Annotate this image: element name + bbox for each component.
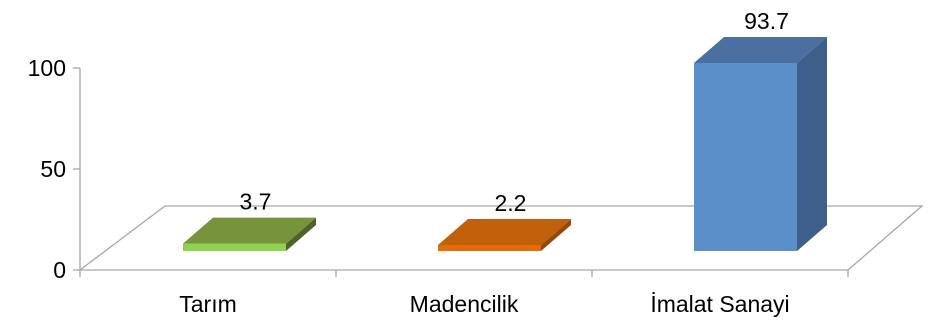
- bar-front-face: [694, 63, 797, 251]
- bar-side-face: [541, 219, 571, 251]
- chart-floor: [78, 205, 924, 277]
- bar-top-face: [694, 37, 827, 63]
- y-tick-label: 100: [28, 55, 66, 81]
- bar-front-face: [438, 245, 541, 251]
- x-axis-labels: Tarım Madencilik İmalat Sanayi: [179, 291, 789, 317]
- bar-side-face: [797, 37, 827, 251]
- x-tick-label-madencilik: Madencilik: [410, 291, 519, 317]
- data-labels: 3.7 2.2 93.7: [240, 8, 789, 216]
- data-label-madencilik: 2.2: [495, 190, 527, 216]
- bar-top-face: [183, 217, 316, 244]
- bar-madencilik: [438, 219, 571, 251]
- bar-top-face: [438, 219, 571, 245]
- bar-front-face: [183, 243, 286, 251]
- y-tick-label: 0: [53, 257, 66, 283]
- x-tick-label-imalat-sanayi: İmalat Sanayi: [650, 291, 789, 317]
- y-tick-label: 50: [40, 156, 66, 182]
- x-tick-label-tarim: Tarım: [179, 291, 237, 317]
- bar-side-face: [286, 217, 316, 251]
- bar-imalat-sanayi: [694, 37, 827, 251]
- bar-tarim: [183, 217, 316, 251]
- data-label-imalat-sanayi: 93.7: [744, 8, 789, 34]
- bars: [183, 37, 827, 251]
- data-label-tarim: 3.7: [240, 189, 272, 215]
- y-axis: 0 50 100: [28, 55, 81, 283]
